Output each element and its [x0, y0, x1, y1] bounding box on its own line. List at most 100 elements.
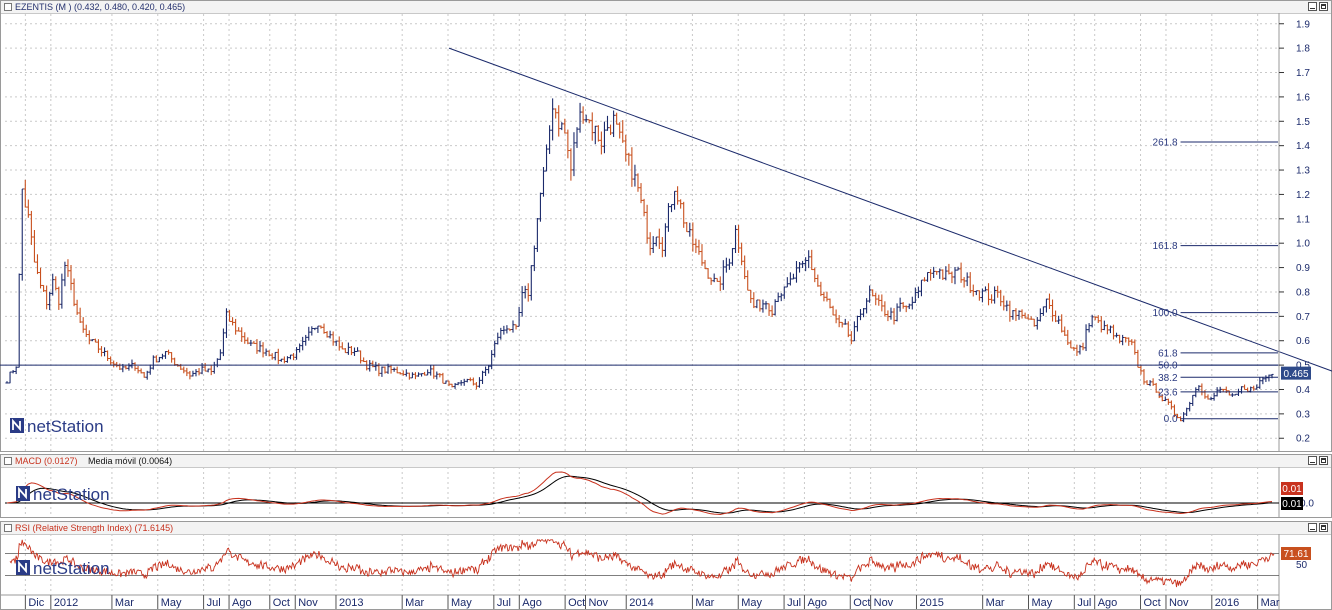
time-tick-label: May [741, 597, 762, 609]
logos: netStation netStation netStation [10, 417, 110, 578]
price-panel: EZENTIS (M ) (0.432, 0.480, 0.420, 0.465… [0, 0, 1332, 452]
fib-level-label: 50.0 [1158, 361, 1178, 372]
time-tick-label: Ago [232, 597, 252, 609]
fib-level-label: 161.8 [1153, 241, 1178, 252]
rsi-label: RSI (Relative Strength Index) (71.6145) [15, 523, 174, 533]
price-tick-label: 1.5 [1296, 117, 1310, 128]
time-tick-label: Mar [695, 597, 714, 609]
panel-menu-icon[interactable] [4, 524, 12, 532]
maximize-icon[interactable] [1319, 523, 1328, 532]
time-tick-label: May [1031, 597, 1052, 609]
trendline [448, 47, 1332, 372]
time-tick-label: Oct [568, 597, 585, 609]
time-tick-label: 2014 [629, 597, 653, 609]
price-tick-label: 1.6 [1296, 92, 1310, 103]
minimize-icon[interactable] [1308, 523, 1317, 532]
time-tick-label: Ago [807, 597, 827, 609]
price-title: EZENTIS (M ) [15, 2, 72, 12]
minimize-icon[interactable] [1308, 2, 1317, 11]
price-axis: 1.9 1.8 1.7 1.6 1.5 1.4 1.3 1.2 1.1 1.0 0.9 0.8 0.7 0… [1278, 13, 1311, 609]
macd-value-label: 0.01 [1282, 499, 1302, 510]
rsi-line [9, 538, 1275, 588]
netstation-logo: netStation [16, 485, 110, 504]
price-tick-label: 0.6 [1296, 336, 1310, 347]
price-tick-label: 0.5 [1296, 361, 1310, 372]
netstation-logo-text: netStation [33, 559, 110, 578]
minimize-icon[interactable] [1308, 456, 1317, 465]
fib-level-label: 61.8 [1158, 348, 1178, 359]
macd-signal-line [6, 475, 1273, 514]
price-series [5, 98, 1274, 423]
time-tick-label: 2015 [919, 597, 943, 609]
netstation-logo: netStation [10, 417, 104, 436]
time-tick-label: Nov [298, 597, 318, 609]
price-tick-label: 1.3 [1296, 166, 1310, 177]
grid [5, 14, 1278, 594]
price-tick-label: 1.7 [1296, 68, 1310, 79]
netstation-logo-glyph [18, 486, 27, 500]
panel-menu-icon[interactable] [4, 457, 12, 465]
time-tick-label: Nov [588, 597, 608, 609]
panel-menu-icon[interactable] [4, 3, 12, 11]
time-tick-label: Mar [405, 597, 424, 609]
time-axis: Dic 2012 Mar May Jul Ago Oct Nov 2013 Mar May Jul Ag… [0, 594, 1280, 609]
time-tick-label: Jul [1077, 597, 1091, 609]
netstation-logo-text: netStation [27, 417, 104, 436]
macd-value-badge [1281, 497, 1303, 510]
fib-level-label: 0.0 [1164, 414, 1178, 425]
rsi-value-label: 71.61 [1283, 549, 1308, 560]
time-tick-label: Jul [787, 597, 801, 609]
rsi-panel-header: RSI (Relative Strength Index) (71.6145) [1, 522, 1331, 535]
time-tick-label: Jul [207, 597, 221, 609]
rsi-tick-label: 50 [1296, 560, 1308, 571]
last-price-badge [1281, 366, 1311, 380]
price-tick-label: 1.8 [1296, 44, 1310, 55]
netstation-logo-text: netStation [33, 485, 110, 504]
fib-level-label: 100.0 [1153, 308, 1178, 319]
price-tick-label: 0.2 [1296, 434, 1310, 445]
price-tick-label: 1.1 [1296, 214, 1310, 225]
fib-level-label: 261.8 [1153, 138, 1178, 149]
chart-overlays: 261.8 161.8 100.0 61.8 50.038.2 23.6 0.0 [0, 47, 1332, 425]
maximize-icon[interactable] [1319, 2, 1328, 11]
macd-label: MACD (0.0127) [15, 456, 78, 466]
time-tick-label: Oct [273, 597, 290, 609]
rsi-value-badge [1281, 547, 1311, 560]
price-tick-label: 1.4 [1296, 141, 1310, 152]
price-panel-header: EZENTIS (M ) (0.432, 0.480, 0.420, 0.465… [1, 1, 1331, 14]
time-tick-label: 2013 [339, 597, 363, 609]
time-tick-label: Nov [874, 597, 894, 609]
time-tick-label: May [451, 597, 472, 609]
fib-level-label: 23.6 [1158, 387, 1178, 398]
price-tick-label: 1.0 [1296, 239, 1310, 250]
price-tick-label: 0.9 [1296, 263, 1310, 274]
price-tick-label: 0.4 [1296, 385, 1310, 396]
time-tick-label: Mar [986, 597, 1005, 609]
time-tick-label: Nov [1169, 597, 1189, 609]
netstation-logo: netStation [16, 559, 110, 578]
macd-zero-label: 0.0 [1300, 499, 1314, 510]
time-tick-label: May [161, 597, 182, 609]
netstation-logo-glyph [18, 560, 27, 574]
price-tick-label: 0.3 [1296, 409, 1310, 420]
macd-value-label: 0.01 [1282, 484, 1302, 495]
time-tick-label: Oct [853, 597, 870, 609]
time-tick-label: Mar [1261, 597, 1280, 609]
macd-panel: MACD (0.0127) Media móvil (0.0064) [0, 454, 1332, 518]
time-tick-label: Jul [497, 597, 511, 609]
time-tick-label: Oct [1144, 597, 1161, 609]
maximize-icon[interactable] [1319, 456, 1328, 465]
time-tick-label: 2012 [54, 597, 78, 609]
price-tick-label: 0.7 [1296, 312, 1310, 323]
macd-series: 0.00.010.01 [5, 471, 1314, 516]
macd-line [6, 471, 1273, 516]
time-tick-label: Ago [1098, 597, 1118, 609]
macd-value-badge [1281, 482, 1303, 495]
macd-signal-label: Media móvil (0.0064) [88, 456, 173, 466]
price-tick-label: 0.8 [1296, 287, 1310, 298]
time-tick-label: Ago [522, 597, 542, 609]
macd-panel-header: MACD (0.0127) Media móvil (0.0064) [1, 455, 1331, 468]
time-tick-label: Mar [115, 597, 134, 609]
